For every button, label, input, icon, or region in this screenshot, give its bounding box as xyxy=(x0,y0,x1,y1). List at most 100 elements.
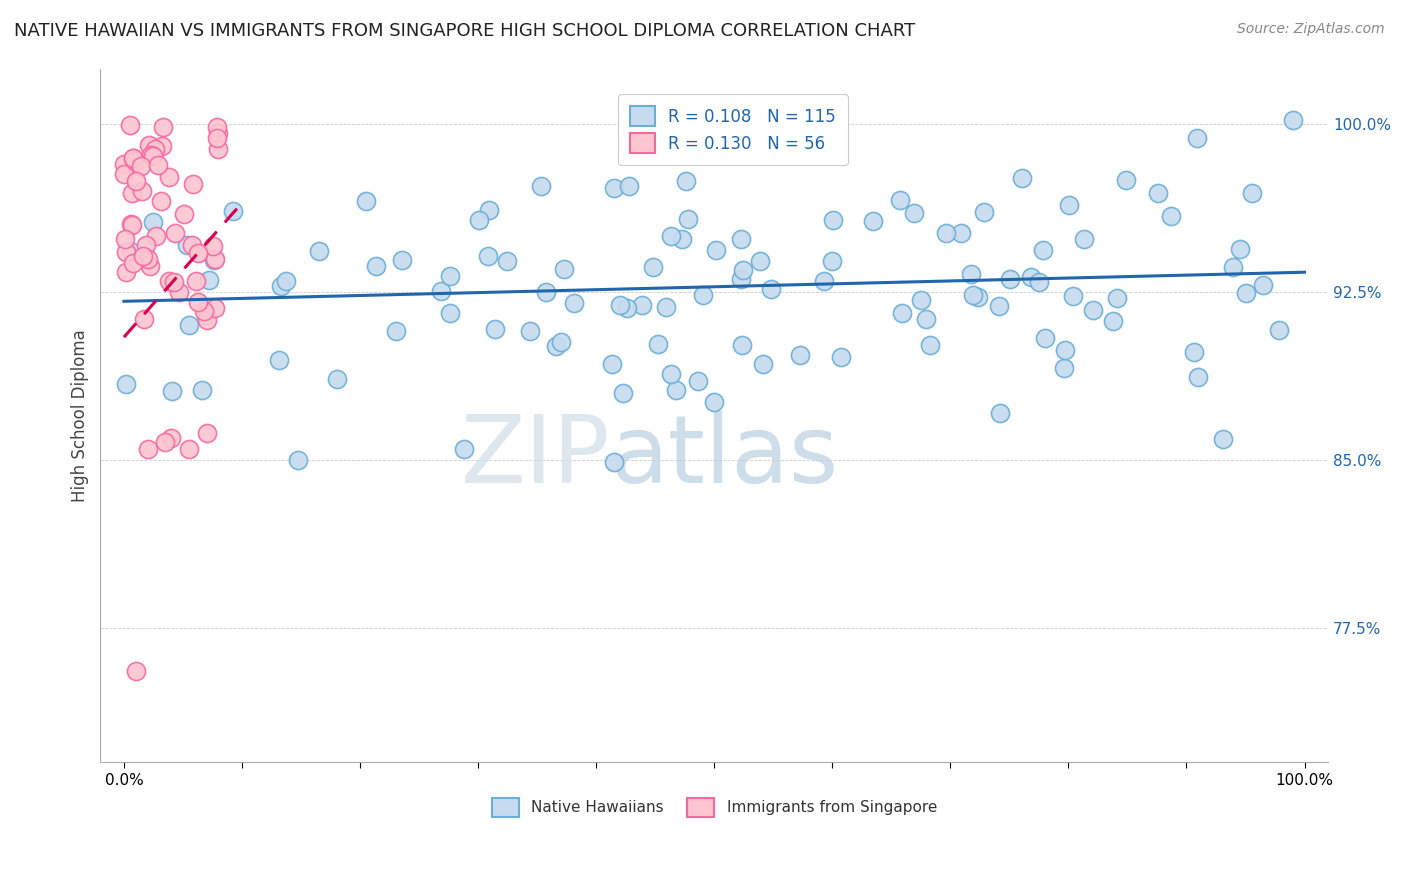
Point xyxy=(207,142,229,156)
Point xyxy=(181,238,204,252)
Point xyxy=(730,271,752,285)
Point xyxy=(146,158,169,172)
Text: atlas: atlas xyxy=(610,411,838,503)
Point xyxy=(890,306,912,320)
Point xyxy=(967,290,990,304)
Point xyxy=(177,442,200,456)
Point xyxy=(187,245,209,260)
Point xyxy=(136,442,159,456)
Point xyxy=(1281,113,1303,128)
Point xyxy=(1021,270,1043,285)
Point xyxy=(550,335,572,350)
Point xyxy=(612,385,634,400)
Point xyxy=(155,435,177,450)
Point xyxy=(202,253,225,268)
Point xyxy=(364,259,387,273)
Point xyxy=(191,383,214,397)
Point xyxy=(145,142,167,156)
Point xyxy=(920,338,942,352)
Point xyxy=(195,426,218,441)
Point xyxy=(354,194,377,208)
Point xyxy=(138,138,160,153)
Point xyxy=(889,193,911,207)
Point xyxy=(1107,291,1129,305)
Point xyxy=(193,304,215,318)
Point xyxy=(142,214,165,228)
Point xyxy=(467,212,489,227)
Point xyxy=(1062,289,1084,303)
Y-axis label: High School Diploma: High School Diploma xyxy=(72,329,89,502)
Point xyxy=(179,318,201,333)
Point xyxy=(326,372,349,386)
Point xyxy=(121,256,143,270)
Point xyxy=(987,299,1010,313)
Point xyxy=(616,301,638,315)
Point xyxy=(496,253,519,268)
Point xyxy=(163,275,186,289)
Point xyxy=(181,178,204,192)
Point xyxy=(135,238,157,252)
Point xyxy=(630,298,652,312)
Point xyxy=(129,159,152,173)
Point xyxy=(118,118,141,132)
Point xyxy=(222,203,245,218)
Point xyxy=(1212,432,1234,446)
Point xyxy=(1032,243,1054,257)
Point xyxy=(141,148,163,162)
Point xyxy=(176,238,198,252)
Point xyxy=(274,274,297,288)
Point xyxy=(914,311,936,326)
Point xyxy=(752,357,775,371)
Point xyxy=(671,232,693,246)
Point xyxy=(647,106,669,120)
Point xyxy=(609,298,631,312)
Point xyxy=(142,149,165,163)
Point xyxy=(453,442,475,457)
Point xyxy=(430,284,453,298)
Point xyxy=(935,226,957,240)
Point xyxy=(157,169,180,184)
Point xyxy=(600,357,623,371)
Point xyxy=(207,131,229,145)
Point xyxy=(163,226,186,240)
Point xyxy=(150,139,173,153)
Point xyxy=(665,383,688,397)
Point xyxy=(659,367,682,381)
Point xyxy=(194,308,217,322)
Point xyxy=(789,347,811,361)
Text: Source: ZipAtlas.com: Source: ZipAtlas.com xyxy=(1237,22,1385,37)
Point xyxy=(477,202,499,217)
Point xyxy=(114,232,136,246)
Point xyxy=(731,263,754,277)
Point xyxy=(647,337,669,351)
Point xyxy=(1251,277,1274,292)
Point xyxy=(761,282,783,296)
Point xyxy=(910,293,932,307)
Point xyxy=(439,306,461,320)
Point xyxy=(821,253,844,268)
Point xyxy=(962,288,984,302)
Point xyxy=(115,244,138,259)
Point xyxy=(121,245,143,260)
Point xyxy=(659,229,682,244)
Point xyxy=(1234,286,1257,301)
Point xyxy=(821,213,844,227)
Point xyxy=(131,184,153,198)
Point xyxy=(692,288,714,302)
Point xyxy=(207,120,229,134)
Point xyxy=(150,194,173,208)
Point xyxy=(439,268,461,283)
Point xyxy=(121,219,143,233)
Point xyxy=(207,126,229,140)
Point xyxy=(122,151,145,165)
Point xyxy=(1053,360,1076,375)
Point xyxy=(114,376,136,391)
Point xyxy=(562,296,585,310)
Point xyxy=(1033,331,1056,345)
Point xyxy=(534,285,557,300)
Text: NATIVE HAWAIIAN VS IMMIGRANTS FROM SINGAPORE HIGH SCHOOL DIPLOMA CORRELATION CHA: NATIVE HAWAIIAN VS IMMIGRANTS FROM SINGA… xyxy=(14,22,915,40)
Point xyxy=(204,301,226,316)
Point xyxy=(152,120,174,135)
Point xyxy=(120,218,142,232)
Point xyxy=(730,232,752,246)
